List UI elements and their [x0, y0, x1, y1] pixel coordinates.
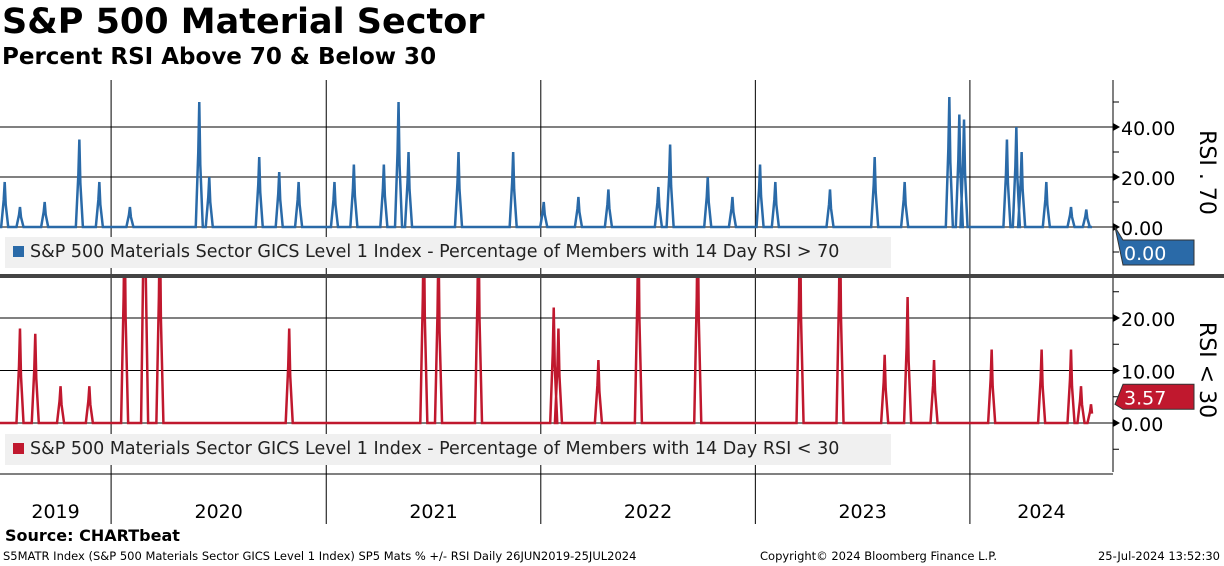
y-tick-arrow [1113, 223, 1120, 231]
footer-copyright: Copyright© 2024 Bloomberg Finance L.P. [760, 549, 997, 563]
y-tick-label: 20.00 [1121, 309, 1175, 331]
y-tick-label: 0.00 [1121, 414, 1163, 436]
y-tick-label: 0.00 [1121, 218, 1163, 240]
last-value-tag [1114, 383, 1195, 410]
y-axis-label: RSI . 70 [1194, 130, 1219, 215]
y-tick-label: 40.00 [1121, 118, 1175, 140]
series-line-1 [0, 278, 1094, 425]
x-tick-label: 2022 [624, 501, 672, 523]
legend-bottom: S&P 500 Materials Sector GICS Level 1 In… [5, 434, 891, 465]
y-tick-arrow [1113, 123, 1120, 131]
x-tick-label: 2021 [409, 501, 457, 523]
panel-divider [0, 274, 1224, 278]
y-tick-arrow [1113, 173, 1120, 181]
last-value-tag [1114, 226, 1195, 266]
source-label: Source: CHARTbeat [5, 526, 180, 545]
y-tick-arrow [1113, 366, 1120, 375]
y-tick-label: 20.00 [1121, 168, 1175, 190]
legend-bottom-text: S&P 500 Materials Sector GICS Level 1 In… [30, 439, 840, 459]
last-value-label: 0.00 [1124, 243, 1166, 265]
x-tick-label: 2023 [838, 501, 886, 523]
legend-top: S&P 500 Materials Sector GICS Level 1 In… [5, 237, 891, 268]
x-tick-label: 2019 [31, 501, 79, 523]
y-axis-label: RSI < 30 [1194, 322, 1219, 418]
series-line-0 [0, 96, 1092, 229]
legend-swatch-blue [13, 246, 24, 257]
y-tick-arrow [1113, 314, 1120, 322]
chart-subtitle: Percent RSI Above 70 & Below 30 [2, 44, 437, 70]
y-tick-arrow [1113, 419, 1120, 427]
legend-swatch-red [13, 443, 24, 454]
x-tick-label: 2020 [194, 501, 242, 523]
x-tick-label: 2024 [1017, 501, 1065, 523]
legend-top-text: S&P 500 Materials Sector GICS Level 1 In… [30, 242, 840, 262]
y-tick-label: 10.00 [1121, 362, 1175, 384]
last-value-label: 3.57 [1124, 387, 1166, 409]
footer-timestamp: 25-Jul-2024 13:52:30 [1097, 549, 1220, 563]
chart-title: S&P 500 Material Sector [2, 2, 485, 42]
footer-left: S5MATR Index (S&P 500 Materials Sector G… [3, 549, 637, 563]
